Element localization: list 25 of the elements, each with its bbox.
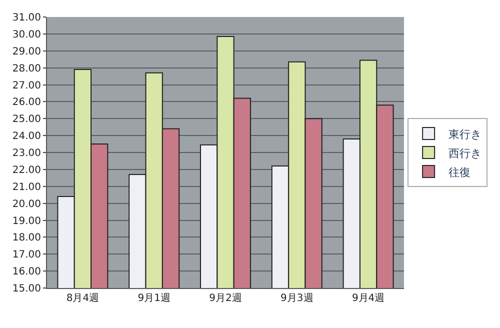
y-tick-label: 19.00 (12, 216, 41, 227)
y-tick-label: 17.00 (12, 250, 41, 261)
legend-label: 往復 (448, 166, 471, 179)
x-tick-label: 9月2週 (209, 293, 242, 304)
y-tick-label: 22.00 (12, 164, 41, 176)
y-tick-label: 15.00 (12, 284, 41, 294)
y-tick-label: 27.00 (12, 80, 41, 92)
y-tick-label: 26.00 (12, 97, 41, 108)
x-tick-label: 9月3週 (280, 293, 314, 304)
x-tick-label: 9月1週 (138, 293, 170, 304)
x-tick-label: 9月4週 (352, 293, 385, 304)
y-tick-label: 16.00 (12, 266, 41, 278)
y-tick-label: 21.00 (12, 182, 41, 193)
legend-label: 西行き (448, 146, 482, 160)
y-tick-label: 30.00 (12, 29, 41, 40)
y-tick-label: 29.00 (12, 46, 41, 58)
y-tick-label: 25.00 (12, 114, 41, 126)
x-tick-label: 8月4週 (66, 293, 100, 304)
y-tick-label: 24.00 (12, 131, 41, 142)
y-tick-label: 20.00 (12, 198, 41, 210)
y-tick-label: 31.00 (12, 12, 41, 24)
y-tick-label: 28.00 (12, 63, 41, 74)
y-tick-label: 18.00 (12, 232, 41, 244)
y-tick-label: 23.00 (12, 148, 41, 159)
legend-label: 東行き (448, 128, 482, 141)
